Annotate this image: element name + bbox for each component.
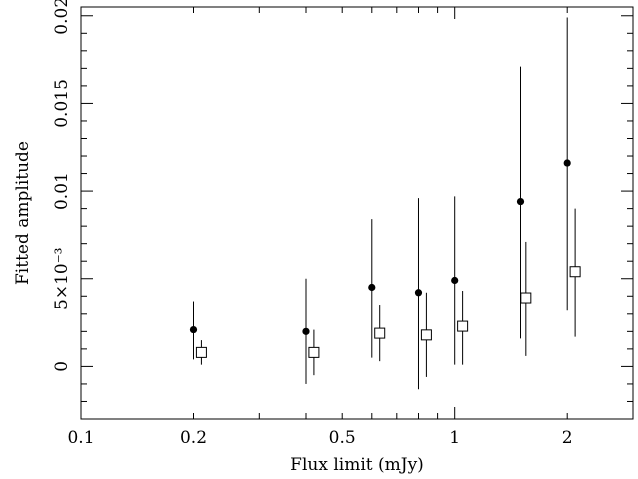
data-marks	[189, 17, 581, 390]
y-axis-label: Fitted amplitude	[13, 141, 33, 285]
x-tick-label: 1	[449, 428, 460, 448]
data-point-square	[457, 320, 469, 332]
x-axis-label: Flux limit (mJy)	[290, 455, 424, 475]
x-tick-label: 0.1	[67, 428, 94, 448]
data-point-circle	[302, 327, 310, 335]
y-tick-label: 0.01	[52, 172, 72, 210]
y-tick-label: 0	[52, 361, 72, 372]
data-point-circle	[451, 276, 459, 285]
x-tick-label: 0.5	[329, 428, 356, 448]
x-tick-label: 2	[562, 428, 573, 448]
data-point-circle	[368, 283, 376, 292]
y-tick-label: 5×10⁻³	[52, 248, 72, 310]
data-point-square	[420, 329, 432, 341]
data-point-square	[520, 292, 532, 304]
data-point-circle	[189, 325, 198, 334]
data-point-circle	[414, 289, 423, 297]
data-point-circle	[516, 198, 525, 206]
data-point-square	[569, 266, 581, 278]
y-tick-label: 0.02	[52, 0, 72, 35]
data-point-square	[308, 346, 320, 358]
y-tick-label: 0.015	[52, 79, 72, 128]
data-point-square	[374, 327, 386, 339]
axes: 0.1 0.2 0.5 1 2 0 5×10⁻³ 0.01 0.015 0.02	[52, 0, 634, 448]
plot-frame	[80, 6, 634, 420]
data-point-square	[195, 346, 207, 358]
x-tick-label: 0.2	[180, 428, 207, 448]
data-point-circle	[563, 159, 571, 167]
